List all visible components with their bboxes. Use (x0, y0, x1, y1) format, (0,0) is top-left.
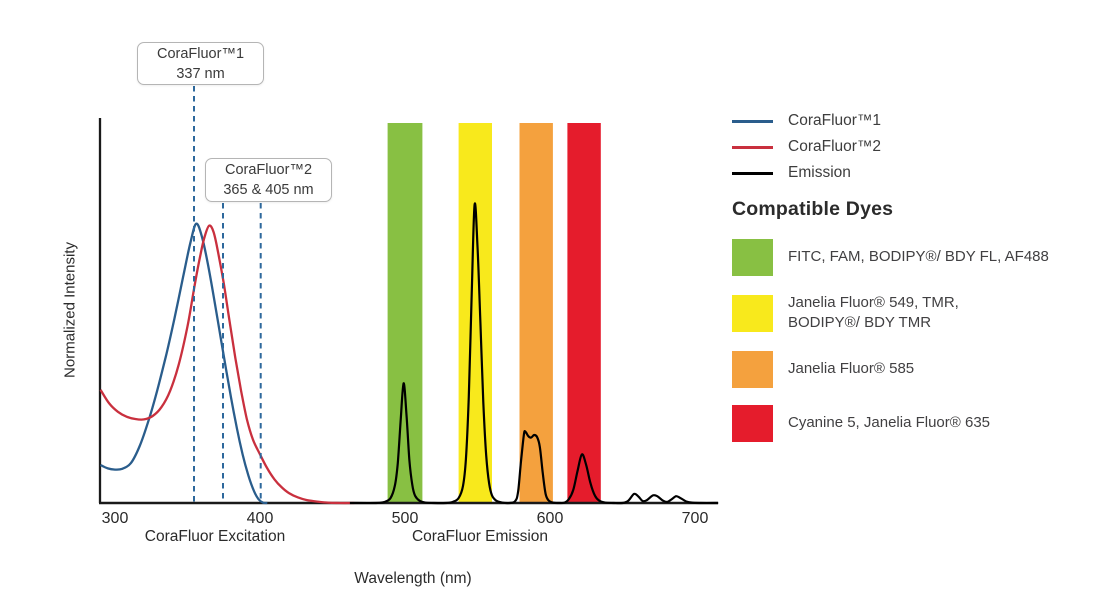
callout-corafluor1-title: CoraFluor™1 (156, 45, 245, 62)
dye-item-orange: Janelia Fluor® 585 (732, 350, 1092, 388)
compatible-dyes-list: FITC, FAM, BODIPY®/ BDY FL, AF488 Janeli… (732, 239, 1092, 442)
emission-curve (349, 202, 719, 505)
legend-line-swatch-emission (732, 171, 773, 175)
excitation-corafluor2-curve (99, 224, 355, 505)
x-tick-label-700: 700 (682, 510, 709, 527)
callout-corafluor2-value: 365 & 405 nm (223, 182, 314, 198)
legend-item-emission: Emission (732, 160, 1092, 186)
y-axis-label: Normalized Intensity (61, 242, 79, 378)
x-tick-label-400: 400 (247, 510, 274, 527)
legend-item-label: Emission (788, 164, 851, 181)
legend-panel: CoraFluor™1 CoraFluor™2 Emission Compati… (732, 108, 1092, 442)
dye-color-swatch-green (732, 239, 773, 276)
x-group-label-emission: CoraFluor Emission (411, 528, 549, 545)
legend-item-label: CoraFluor™2 (788, 138, 882, 155)
legend-line-swatch-corafluor2 (732, 145, 773, 149)
dye-item-red: Cyanine 5, Janelia Fluor® 635 (732, 404, 1092, 442)
callout-corafluor2: CoraFluor™2 365 & 405 nm (205, 158, 332, 202)
x-tick-label-300: 300 (102, 510, 129, 527)
callout-corafluor2-title: CoraFluor™2 (224, 162, 313, 178)
dye-item-label: Janelia Fluor® 585 (788, 359, 915, 377)
legend-item-label: CoraFluor™1 (788, 112, 882, 129)
x-tick-label-500: 500 (392, 510, 419, 527)
dye-band-1 (458, 123, 492, 503)
legend-line-swatch-corafluor1 (732, 119, 773, 123)
x-tick-label-600: 600 (537, 510, 564, 527)
dye-color-swatch-yellow (732, 294, 773, 332)
curves-group (99, 202, 719, 505)
x-axis-label: Wavelength (nm) (354, 570, 472, 587)
dye-item-label: FITC, FAM, BODIPY®/ BDY FL, AF488 (788, 248, 1049, 266)
legend-item-corafluor1: CoraFluor™1 (732, 108, 1092, 134)
x-group-label-excitation: CoraFluor Excitation (144, 528, 286, 545)
dye-item-yellow: Janelia Fluor® 549, TMR, BODIPY®/ BDY TM… (732, 293, 1092, 334)
dye-band-0 (387, 123, 423, 503)
dashed-marker-lines-group (193, 86, 262, 503)
dye-item-label: Cyanine 5, Janelia Fluor® 635 (788, 413, 991, 431)
callout-corafluor1-value: 337 nm (176, 65, 225, 82)
x-tick-labels-group: 300 400 500 600 700 (102, 510, 709, 527)
legend-item-corafluor2: CoraFluor™2 (732, 134, 1092, 160)
dye-band-3 (567, 123, 601, 503)
dye-bands-group (387, 123, 601, 503)
dye-item-green: FITC, FAM, BODIPY®/ BDY FL, AF488 (732, 239, 1092, 276)
callout-corafluor1: CoraFluor™1 337 nm (137, 42, 264, 85)
dye-color-swatch-red (732, 404, 773, 442)
dye-color-swatch-orange (732, 350, 773, 388)
compatible-dyes-heading: Compatible Dyes (732, 198, 894, 220)
excitation-corafluor1-curve (99, 222, 268, 505)
dye-item-label: Janelia Fluor® 549, TMR, BODIPY®/ BDY TM… (788, 294, 959, 332)
dye-band-2 (519, 123, 553, 503)
